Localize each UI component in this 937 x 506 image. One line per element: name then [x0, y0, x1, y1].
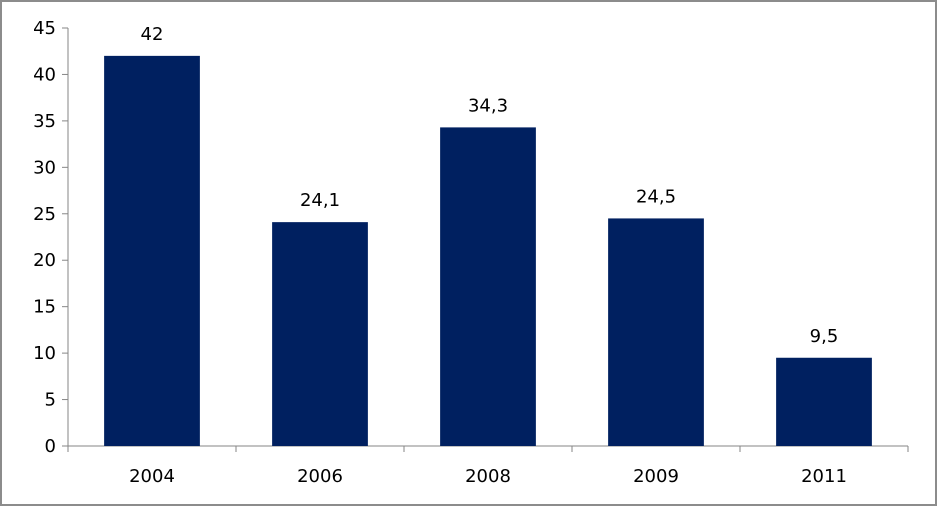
y-tick-label: 30 — [33, 157, 56, 178]
bar-2006 — [272, 222, 368, 446]
bar-2004 — [104, 55, 200, 446]
y-tick-label: 35 — [33, 111, 56, 132]
data-label: 42 — [141, 24, 164, 45]
x-tick-label: 2004 — [129, 466, 175, 487]
bar-2011 — [776, 357, 872, 446]
y-tick-label: 5 — [45, 390, 56, 411]
data-label: 34,3 — [468, 95, 508, 116]
bar-2009 — [608, 218, 704, 446]
x-tick-label: 2006 — [297, 466, 343, 487]
bars — [104, 55, 872, 446]
y-tick-label: 45 — [33, 18, 56, 39]
y-tick-label: 20 — [33, 250, 56, 271]
x-tick-label: 2011 — [801, 466, 847, 487]
x-tick-label: 2008 — [465, 466, 511, 487]
y-tick-label: 25 — [33, 204, 56, 225]
y-axis: 0 5 10 15 20 25 30 35 40 45 — [33, 18, 69, 457]
y-tick-label: 40 — [33, 64, 56, 85]
y-tick-label: 10 — [33, 343, 56, 364]
data-label: 9,5 — [810, 326, 839, 347]
x-tick-label: 2009 — [633, 466, 679, 487]
data-label: 24,1 — [300, 190, 340, 211]
x-axis: 2004 2006 2008 2009 2011 — [67, 445, 909, 487]
data-label: 24,5 — [636, 186, 676, 207]
y-tick-label: 0 — [45, 436, 56, 457]
bar-2008 — [440, 127, 536, 446]
data-labels: 42 24,1 34,3 24,5 9,5 — [141, 24, 839, 347]
y-tick-label: 15 — [33, 297, 56, 318]
